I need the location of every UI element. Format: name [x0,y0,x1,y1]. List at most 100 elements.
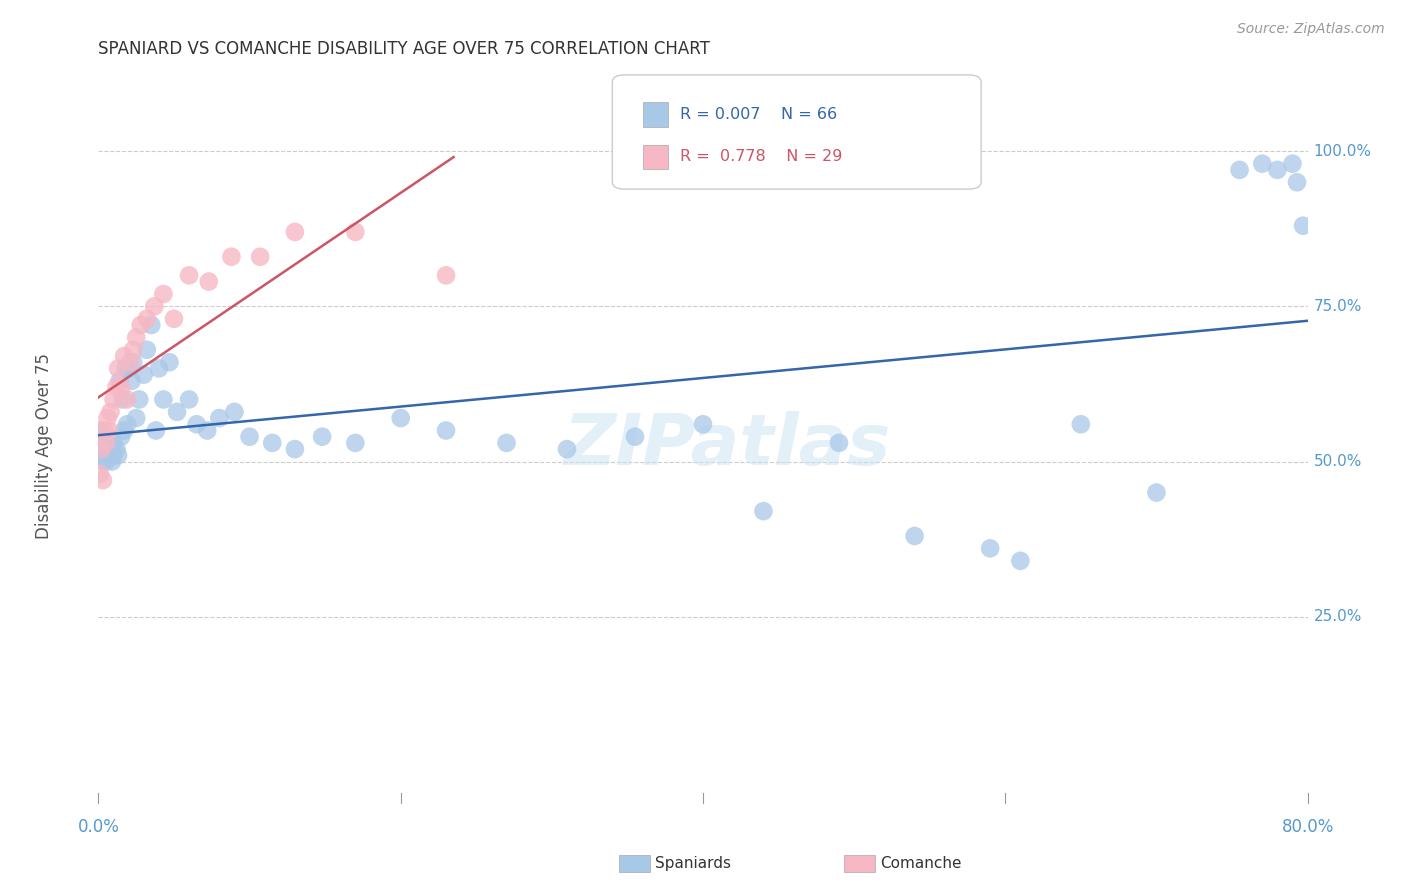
Point [179,392,201,407]
Point [125,330,148,344]
Point [135,343,157,357]
Text: 100.0%: 100.0% [1313,144,1372,159]
Point [262,436,284,450]
Point [344,225,367,239]
Point [90,442,112,456]
Point [89,424,111,438]
Point [122,343,145,357]
Text: R =  0.778    N = 29: R = 0.778 N = 29 [679,150,842,164]
Point [98,424,121,438]
Point [125,411,148,425]
Point [111,392,134,407]
Point [344,436,367,450]
Point [112,349,135,363]
Point [94,436,117,450]
Point [107,448,129,462]
Point [132,368,155,382]
Point [143,299,166,313]
Point [122,355,145,369]
Point [1292,219,1315,233]
Point [311,430,333,444]
Point [221,250,243,264]
Point [96,442,118,456]
Point [115,392,138,407]
Point [1285,175,1308,189]
Bar [643,145,668,169]
Point [101,454,124,468]
Point [98,436,121,450]
Text: Disability Age Over 75: Disability Age Over 75 [35,353,53,539]
Point [90,448,112,462]
Point [91,454,114,468]
Point [90,436,112,450]
Point [94,436,117,450]
Point [105,380,128,394]
Point [434,268,457,283]
Point [284,225,307,239]
Point [108,374,131,388]
Point [624,430,647,444]
Point [159,355,181,369]
Point [904,529,927,543]
Point [91,473,114,487]
Point [434,424,457,438]
Point [100,442,122,456]
Point [94,454,117,468]
Point [208,411,231,425]
Point [239,430,262,444]
Point [145,424,167,438]
Point [979,541,1001,556]
Text: 50.0%: 50.0% [1313,454,1362,469]
Point [107,361,129,376]
Point [120,355,142,369]
Point [1251,156,1274,170]
Point [103,436,125,450]
Point [495,436,517,450]
Text: SPANIARD VS COMANCHE DISABILITY AGE OVER 75 CORRELATION CHART: SPANIARD VS COMANCHE DISABILITY AGE OVER… [98,40,710,58]
Point [114,361,136,376]
Point [148,361,170,376]
Point [1010,554,1032,568]
Point [224,405,246,419]
Point [389,411,412,425]
Point [1229,162,1251,177]
Point [152,392,174,407]
FancyBboxPatch shape [613,75,981,189]
Point [93,442,115,456]
Point [152,287,174,301]
Bar [643,102,668,127]
Point [197,275,219,289]
Text: ZIPatlas: ZIPatlas [564,411,891,481]
Point [118,361,141,376]
Point [141,318,163,332]
Point [100,405,122,419]
Point [1070,417,1092,432]
Point [115,417,138,432]
Point [98,448,121,462]
Point [128,392,150,407]
Point [103,392,125,407]
Point [692,417,714,432]
Point [91,442,114,456]
Point [129,318,152,332]
Point [1144,485,1167,500]
Point [105,442,128,456]
Point [249,250,271,264]
Point [96,411,118,425]
Point [195,424,218,438]
Point [103,448,125,462]
Text: 75.0%: 75.0% [1313,299,1362,314]
Point [186,417,208,432]
Text: Comanche: Comanche [880,856,962,871]
Point [163,311,186,326]
Text: Source: ZipAtlas.com: Source: ZipAtlas.com [1237,22,1385,37]
Text: 25.0%: 25.0% [1313,609,1362,624]
Point [135,311,157,326]
Point [1267,162,1289,177]
Point [110,430,132,444]
Point [89,467,111,481]
Point [121,374,143,388]
Point [752,504,775,518]
Point [112,424,135,438]
Point [166,405,188,419]
